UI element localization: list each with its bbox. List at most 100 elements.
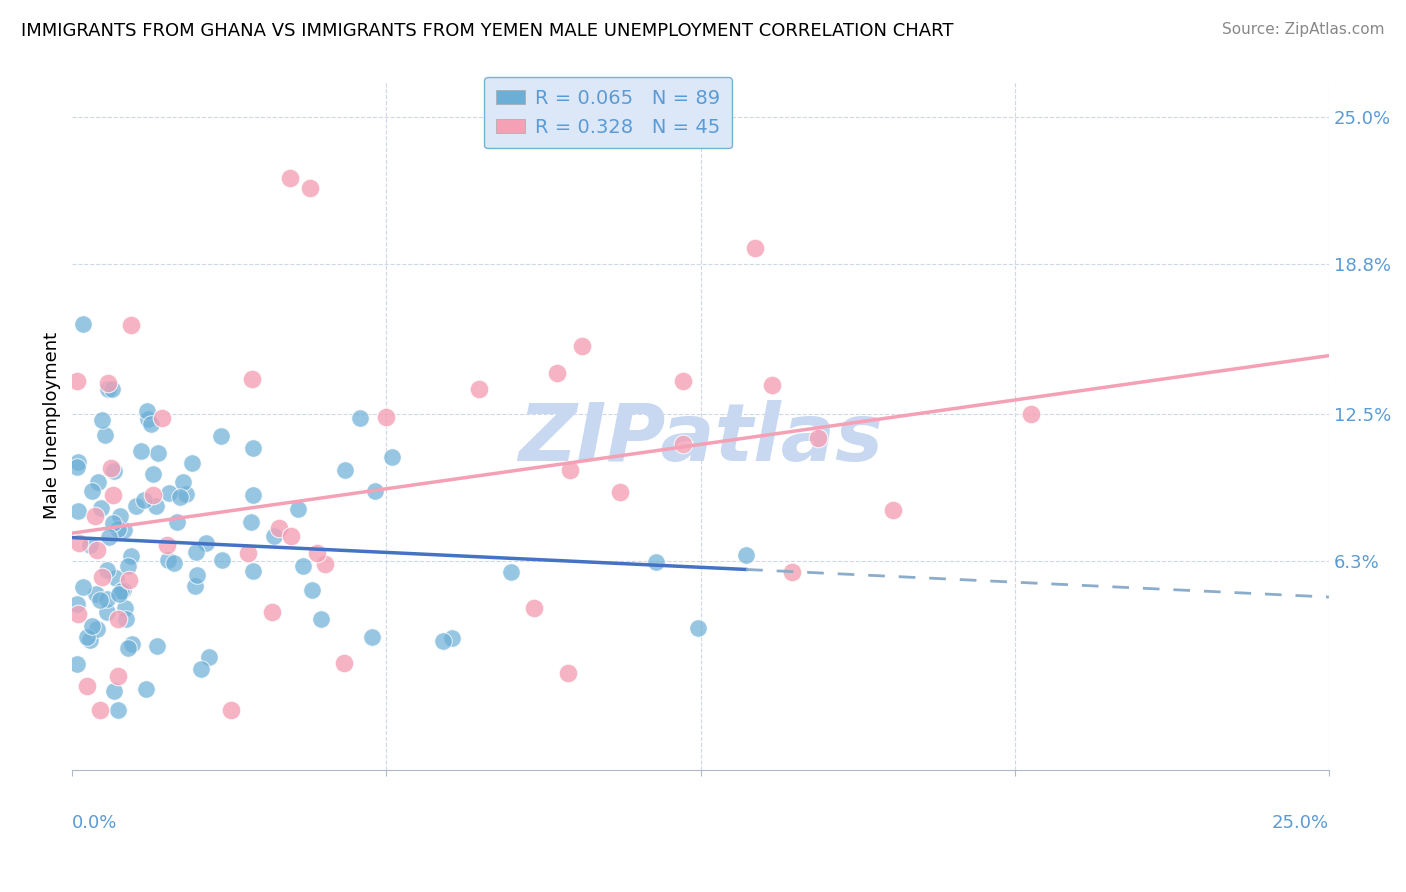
Point	[686, 621, 709, 635]
Point	[89, 703, 111, 717]
Point	[79, 633, 101, 648]
Point	[364, 483, 387, 498]
Point	[263, 529, 285, 543]
Point	[101, 516, 124, 530]
Point	[107, 703, 129, 717]
Point	[146, 446, 169, 460]
Point	[780, 565, 803, 579]
Point	[349, 411, 371, 425]
Point	[90, 412, 112, 426]
Point	[100, 461, 122, 475]
Point	[66, 459, 89, 474]
Point	[96, 563, 118, 577]
Point	[84, 586, 107, 600]
Point	[1019, 407, 1042, 421]
Point	[157, 553, 180, 567]
Point	[501, 565, 523, 579]
Point	[211, 552, 233, 566]
Point	[86, 543, 108, 558]
Point	[131, 443, 153, 458]
Point	[432, 634, 454, 648]
Point	[806, 432, 828, 446]
Point	[546, 366, 568, 380]
Point	[209, 429, 232, 443]
Point	[114, 523, 136, 537]
Point	[744, 241, 766, 255]
Point	[292, 559, 315, 574]
Text: IMMIGRANTS FROM GHANA VS IMMIGRANTS FROM YEMEN MALE UNEMPLOYMENT CORRELATION CHA: IMMIGRANTS FROM GHANA VS IMMIGRANTS FROM…	[21, 22, 953, 40]
Point	[176, 487, 198, 501]
Point	[242, 441, 264, 455]
Point	[278, 170, 301, 185]
Point	[67, 536, 90, 550]
Point	[107, 612, 129, 626]
Point	[101, 382, 124, 396]
Point	[112, 582, 135, 597]
Point	[76, 630, 98, 644]
Point	[440, 632, 463, 646]
Point	[104, 571, 127, 585]
Point	[86, 623, 108, 637]
Point	[190, 662, 212, 676]
Point	[523, 600, 546, 615]
Point	[163, 556, 186, 570]
Point	[117, 559, 139, 574]
Point	[333, 463, 356, 477]
Point	[90, 501, 112, 516]
Point	[644, 555, 666, 569]
Point	[169, 490, 191, 504]
Point	[66, 657, 89, 671]
Point	[333, 656, 356, 670]
Point	[672, 374, 695, 388]
Point	[157, 486, 180, 500]
Point	[558, 463, 581, 477]
Point	[381, 450, 404, 465]
Point	[110, 584, 132, 599]
Point	[314, 557, 336, 571]
Point	[267, 521, 290, 535]
Point	[571, 338, 593, 352]
Point	[87, 475, 110, 489]
Point	[96, 591, 118, 606]
Point	[94, 428, 117, 442]
Point	[156, 538, 179, 552]
Point	[305, 546, 328, 560]
Point	[114, 601, 136, 615]
Point	[142, 487, 165, 501]
Point	[198, 649, 221, 664]
Point	[242, 564, 264, 578]
Point	[142, 467, 165, 482]
Point	[97, 382, 120, 396]
Y-axis label: Male Unemployment: Male Unemployment	[44, 332, 60, 519]
Point	[76, 679, 98, 693]
Legend: R = 0.065   N = 89, R = 0.328   N = 45: R = 0.065 N = 89, R = 0.328 N = 45	[484, 78, 731, 148]
Point	[125, 499, 148, 513]
Text: 0.0%: 0.0%	[72, 814, 118, 832]
Point	[89, 593, 111, 607]
Point	[66, 374, 89, 388]
Point	[145, 499, 167, 513]
Point	[135, 682, 157, 697]
Point	[219, 703, 242, 717]
Point	[146, 639, 169, 653]
Point	[103, 683, 125, 698]
Point	[882, 503, 904, 517]
Point	[671, 437, 693, 451]
Point	[298, 181, 321, 195]
Text: 25.0%: 25.0%	[1272, 814, 1329, 832]
Point	[107, 669, 129, 683]
Point	[557, 665, 579, 680]
Point	[194, 536, 217, 550]
Point	[361, 630, 384, 644]
Point	[72, 580, 94, 594]
Point	[287, 501, 309, 516]
Point	[67, 455, 90, 469]
Point	[180, 456, 202, 470]
Point	[236, 546, 259, 560]
Point	[115, 612, 138, 626]
Point	[72, 317, 94, 331]
Point	[309, 611, 332, 625]
Point	[80, 619, 103, 633]
Point	[139, 417, 162, 431]
Point	[239, 515, 262, 529]
